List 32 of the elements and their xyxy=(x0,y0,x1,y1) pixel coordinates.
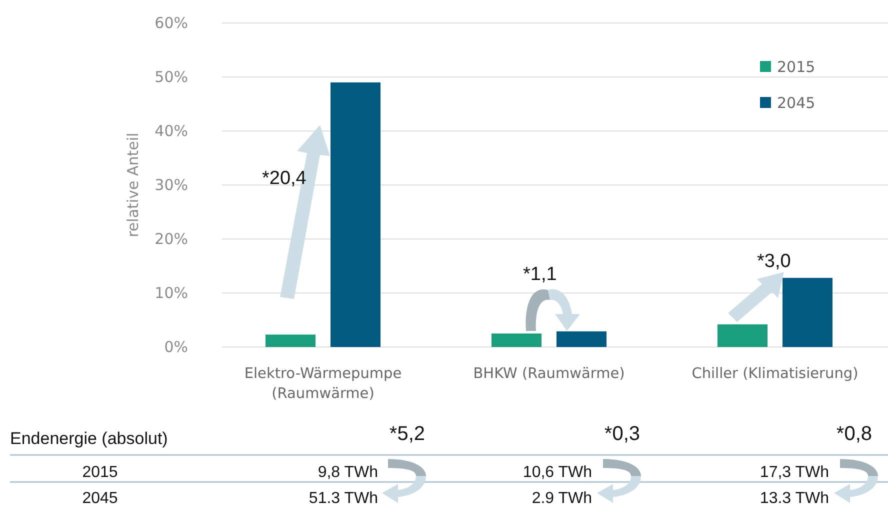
x-tick-label: Elektro-Wärmepumpe (Raumwärme) xyxy=(244,366,402,402)
text: 17,3 TWh xyxy=(760,464,829,481)
text: 9,8 TWh xyxy=(318,464,378,481)
y-tick-label: 50% xyxy=(154,68,188,86)
x-tick-label: Chiller (Klimatisierung) xyxy=(692,366,858,382)
y-tick-label: 60% xyxy=(154,14,188,32)
annotation: *3,0 xyxy=(757,251,791,272)
y-tick-label: 20% xyxy=(154,230,188,248)
legend-label: 2045 xyxy=(777,94,816,112)
text: Endenergie (absolut) xyxy=(10,429,168,448)
text: *0,8 xyxy=(836,423,872,445)
text: 10,6 TWh xyxy=(522,464,592,481)
text: 51.3 TWh xyxy=(308,490,378,506)
bar xyxy=(266,334,316,347)
x-tick-label: BHKW (Raumwärme) xyxy=(473,366,625,382)
bar xyxy=(556,331,606,347)
annotation: *1,1 xyxy=(523,264,557,285)
text: 2045 xyxy=(82,490,118,506)
y-tick-label: 0% xyxy=(164,338,188,356)
text: 2.9 TWh xyxy=(532,490,592,506)
y-tick-label: 40% xyxy=(154,122,188,140)
text: 2015 xyxy=(82,464,118,481)
annotation: *20,4 xyxy=(262,168,307,189)
bar xyxy=(492,334,542,347)
text: 13.3 TWh xyxy=(760,490,829,506)
legend-label: 2015 xyxy=(777,58,816,76)
y-axis-title: relative Anteil xyxy=(124,132,142,238)
text: *5,2 xyxy=(389,423,425,445)
y-tick-label: 10% xyxy=(154,284,188,302)
y-tick-label: 30% xyxy=(154,176,188,194)
text: *0,3 xyxy=(604,423,640,445)
bar xyxy=(718,324,768,347)
